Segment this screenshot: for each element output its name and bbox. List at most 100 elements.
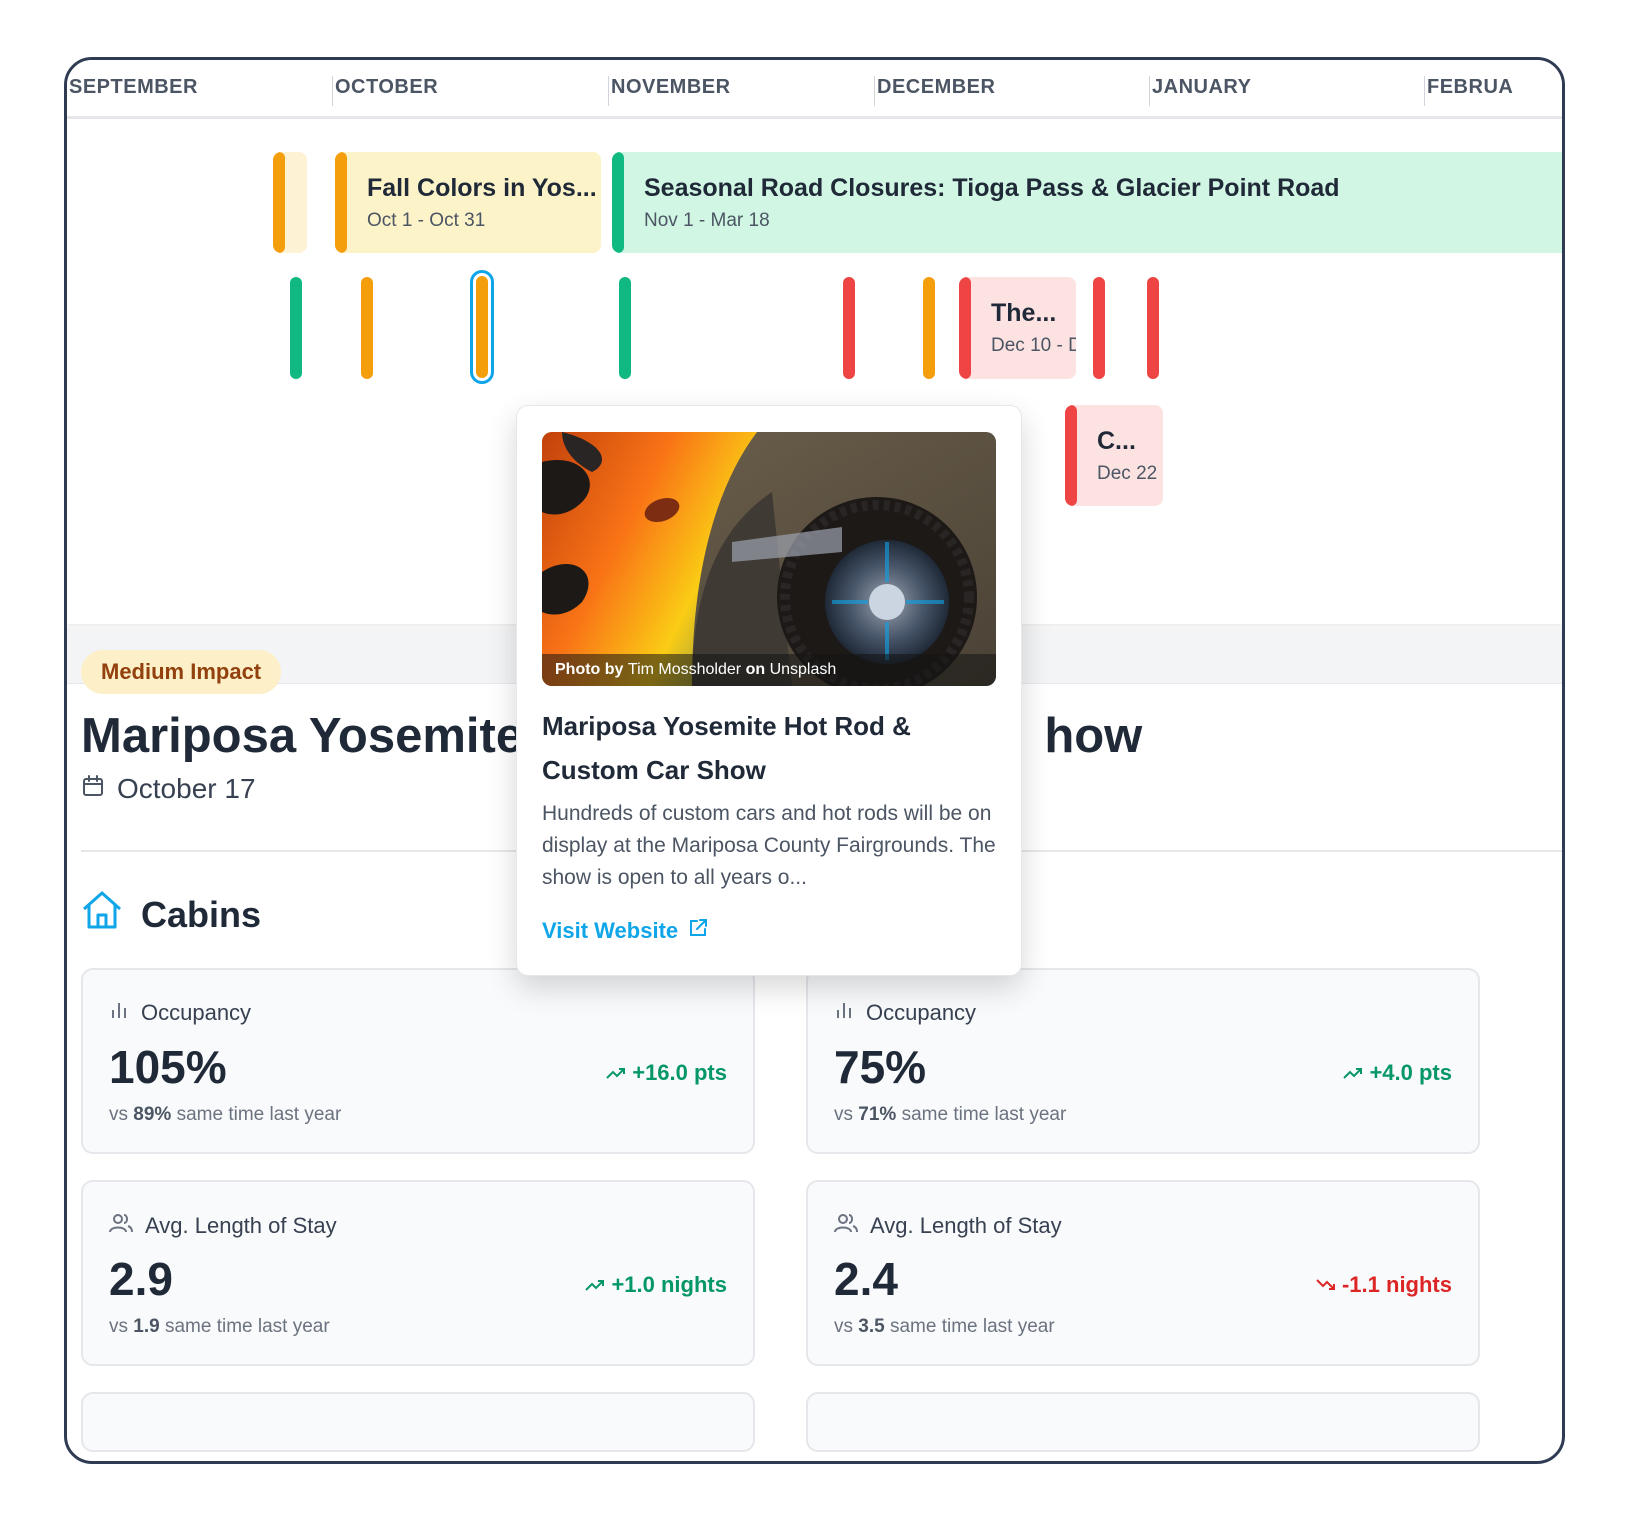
- metric-value: 105%: [109, 1041, 227, 1093]
- metric-value: 2.4: [834, 1253, 898, 1305]
- comparison-suffix: same time last year: [176, 1104, 342, 1125]
- credit-author-link[interactable]: Tim Mossholder: [627, 661, 742, 678]
- event-dates: Dec 22 -: [1097, 463, 1163, 484]
- calendar-icon: [81, 773, 105, 805]
- comparison-prefix: vs: [834, 1316, 853, 1337]
- metric-comparison: vs 3.5 same time last year: [834, 1316, 1055, 1338]
- timeline-event-the[interactable]: The... Dec 10 - D: [959, 277, 1076, 379]
- timeline-event-september[interactable]: [273, 152, 307, 253]
- event-title: Fall Colors in Yos...: [367, 174, 597, 202]
- metric-delta: -1.1 nights: [1316, 1272, 1452, 1298]
- event-title: C...: [1097, 427, 1136, 455]
- comparison-value: 71%: [858, 1104, 897, 1125]
- bar-chart-icon: [109, 1000, 129, 1026]
- metric-delta: +16.0 pts: [606, 1060, 727, 1086]
- metric-label-text: Occupancy: [141, 1000, 252, 1025]
- users-icon: [834, 1212, 858, 1240]
- event-popover: Photo by Tim Mossholder on Unsplash Mari…: [516, 405, 1022, 976]
- comparison-value: 3.5: [858, 1316, 885, 1337]
- timeline-event-fall-colors[interactable]: Fall Colors in Yos... Oct 1 - Oct 31: [335, 152, 601, 253]
- app-window: SEPTEMBER OCTOBER NOVEMBER DECEMBER JANU…: [64, 57, 1565, 1464]
- metric-label: Occupancy: [109, 1000, 251, 1026]
- event-color-stripe: [1065, 405, 1077, 506]
- external-link-icon[interactable]: [688, 918, 708, 944]
- month-label-december: DECEMBER: [874, 76, 995, 106]
- event-color-stripe: [959, 277, 971, 379]
- event-detail-title: Mariposa Yosemite I how: [81, 708, 1142, 764]
- credit-site-link[interactable]: Unsplash: [769, 661, 837, 678]
- event-color-stripe: [335, 152, 347, 253]
- comparison-prefix: vs: [109, 1104, 128, 1125]
- timeline-event-marker[interactable]: [1093, 277, 1105, 379]
- timeline-event-marker[interactable]: [290, 277, 302, 379]
- timeline-event-marker[interactable]: [843, 277, 855, 379]
- metric-value: 75%: [834, 1041, 927, 1093]
- timeline-event-marker[interactable]: [1147, 277, 1159, 379]
- metric-label: Occupancy: [834, 1000, 976, 1026]
- comparison-value: 1.9: [133, 1316, 160, 1337]
- event-title: Seasonal Road Closures: Tioga Pass & Gla…: [644, 174, 1340, 202]
- event-title: The...: [991, 299, 1057, 327]
- trend-up-icon: [1343, 1060, 1363, 1086]
- metric-delta-text: -1.1 nights: [1341, 1272, 1452, 1297]
- event-color-stripe: [273, 152, 285, 253]
- metric-label-text: Occupancy: [866, 1000, 977, 1025]
- metric-card-length-of-stay: Avg. Length of Stay 2.4 vs 3.5 same time…: [806, 1180, 1480, 1366]
- metric-delta: +4.0 pts: [1343, 1060, 1452, 1086]
- metric-card-length-of-stay: Avg. Length of Stay 2.9 vs 1.9 same time…: [81, 1180, 755, 1366]
- month-label-september: SEPTEMBER: [69, 76, 198, 98]
- trend-up-icon: [585, 1272, 605, 1298]
- event-dates: Oct 1 - Oct 31: [367, 210, 486, 231]
- selected-event-marker[interactable]: [470, 270, 494, 384]
- month-label-february: FEBRUA: [1424, 76, 1513, 106]
- popover-description: Hundreds of custom cars and hot rods wil…: [542, 802, 996, 889]
- trend-down-icon: [1316, 1272, 1336, 1298]
- metric-card-partial: [806, 1392, 1480, 1452]
- event-detail-date: October 17: [81, 773, 256, 805]
- credit-prefix: Photo by: [555, 661, 624, 678]
- timeline-event-marker[interactable]: [619, 277, 631, 379]
- bar-chart-icon: [834, 1000, 854, 1026]
- event-date-text: October 17: [117, 773, 256, 804]
- metric-label-text: Avg. Length of Stay: [870, 1213, 1062, 1238]
- metric-value: 2.9: [109, 1253, 173, 1305]
- timeline-event-road-closures[interactable]: Seasonal Road Closures: Tioga Pass & Gla…: [612, 152, 1562, 253]
- metric-label-text: Avg. Length of Stay: [145, 1213, 337, 1238]
- section-heading-text: Cabins: [141, 893, 262, 935]
- comparison-suffix: same time last year: [889, 1316, 1055, 1337]
- month-header: SEPTEMBER OCTOBER NOVEMBER DECEMBER JANU…: [67, 60, 1562, 119]
- event-photo: Photo by Tim Mossholder on Unsplash: [542, 432, 996, 686]
- comparison-value: 89%: [133, 1104, 172, 1125]
- timeline-event-marker[interactable]: [923, 277, 935, 379]
- section-heading-cabins: Cabins: [81, 890, 261, 939]
- timeline-event-marker[interactable]: [361, 277, 373, 379]
- metric-card-partial: [81, 1392, 755, 1452]
- comparison-suffix: same time last year: [164, 1316, 330, 1337]
- visit-website-link[interactable]: Visit Website: [542, 918, 708, 944]
- event-color-stripe: [612, 152, 624, 253]
- event-dates: Dec 10 - D: [991, 335, 1076, 356]
- users-icon: [109, 1212, 133, 1240]
- trend-up-icon: [606, 1060, 626, 1086]
- metric-comparison: vs 1.9 same time last year: [109, 1316, 330, 1338]
- month-label-january: JANUARY: [1149, 76, 1251, 106]
- metric-comparison: vs 89% same time last year: [109, 1104, 341, 1126]
- month-label-october: OCTOBER: [332, 76, 438, 106]
- hot-rod-photo-image: [542, 432, 996, 686]
- event-detail-title-left: Mariposa Yosemite I: [81, 709, 551, 763]
- comparison-prefix: vs: [834, 1104, 853, 1125]
- metric-delta-text: +1.0 nights: [611, 1272, 727, 1297]
- comparison-prefix: vs: [109, 1316, 128, 1337]
- selected-event-marker-fill: [476, 276, 488, 378]
- impact-badge: Medium Impact: [81, 650, 282, 694]
- event-dates: Nov 1 - Mar 18: [644, 210, 770, 231]
- credit-on: on: [745, 661, 766, 678]
- photo-credit: Photo by Tim Mossholder on Unsplash: [542, 654, 996, 686]
- metric-delta-text: +4.0 pts: [1369, 1060, 1452, 1085]
- event-detail-title-right: how: [1044, 709, 1143, 763]
- metric-delta: +1.0 nights: [585, 1272, 727, 1298]
- comparison-suffix: same time last year: [901, 1104, 1067, 1125]
- metric-delta-text: +16.0 pts: [632, 1060, 727, 1085]
- visit-website-text[interactable]: Visit Website: [542, 918, 679, 943]
- timeline-event-c[interactable]: C... Dec 22 -: [1065, 405, 1163, 506]
